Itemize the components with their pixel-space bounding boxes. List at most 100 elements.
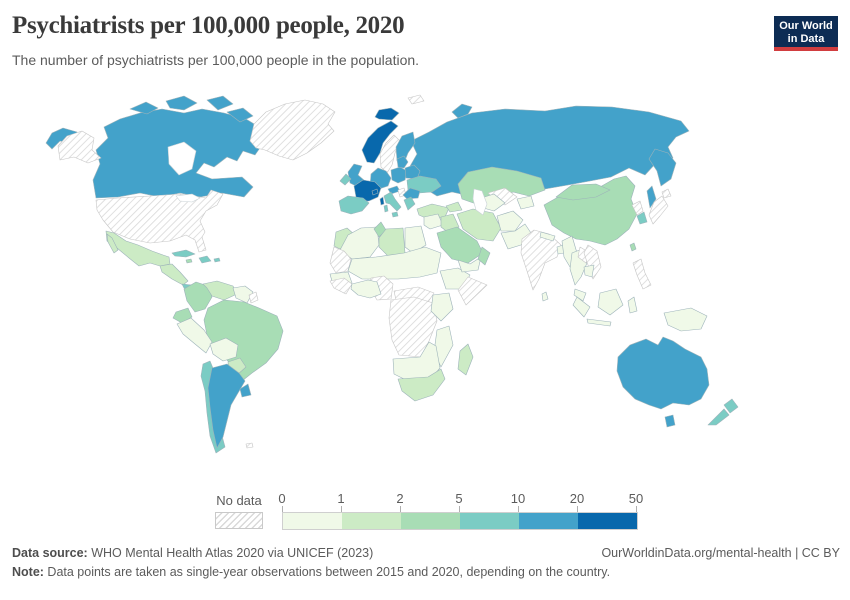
country-azerbaijan[interactable] (445, 201, 463, 213)
legend-tick-label: 0 (278, 491, 286, 506)
country-indonesia-java[interactable] (586, 318, 612, 327)
country-nepal[interactable] (539, 231, 556, 242)
country-venezuela[interactable] (202, 280, 238, 301)
country-philippines[interactable] (632, 258, 652, 290)
owid-logo-line1: Our World (779, 20, 833, 32)
country-south-korea[interactable] (636, 211, 648, 225)
country-falkland-islands[interactable] (245, 442, 254, 449)
legend-bin-5-10[interactable] (460, 513, 519, 529)
country-vietnam[interactable] (583, 244, 602, 280)
country-france-corsica[interactable] (379, 196, 385, 206)
country-malaysia[interactable] (573, 288, 587, 302)
country-peru[interactable] (176, 317, 213, 354)
no-data-swatch[interactable] (215, 512, 263, 529)
country-australia-tasmania[interactable] (664, 414, 676, 428)
country-russia-sakhalin[interactable] (646, 185, 657, 209)
country-new-zealand-north[interactable] (723, 398, 739, 414)
country-canada-island-1[interactable] (129, 101, 159, 115)
country-australia[interactable] (616, 336, 710, 410)
country-indonesia-sumatra[interactable] (572, 296, 591, 318)
country-spain[interactable] (338, 195, 370, 215)
country-french-guiana[interactable] (248, 291, 259, 304)
country-norway[interactable] (361, 120, 399, 164)
country-indonesia-borneo[interactable] (597, 288, 624, 316)
country-japan-hokkaido[interactable] (661, 188, 672, 199)
country-guinea[interactable] (329, 277, 353, 295)
legend-bin-2-5[interactable] (401, 513, 460, 529)
country-syria[interactable] (423, 213, 444, 230)
legend-bin-10-20[interactable] (519, 513, 578, 529)
legend-bin-0-1[interactable] (283, 513, 342, 529)
country-ukraine[interactable] (406, 175, 442, 194)
country-kenya[interactable] (430, 292, 454, 322)
country-canada-island-2[interactable] (165, 95, 198, 111)
country-japan[interactable] (648, 195, 669, 225)
country-uruguay[interactable] (239, 383, 252, 398)
country-russia-kamchatka[interactable] (648, 148, 677, 187)
country-dominican-republic[interactable] (198, 255, 212, 264)
country-ireland[interactable] (339, 173, 352, 186)
legend-bin-1-2[interactable] (342, 513, 401, 529)
great-lakes (175, 193, 201, 203)
country-jamaica[interactable] (185, 258, 193, 264)
country-switzerland[interactable] (371, 188, 379, 196)
country-canada-island-4[interactable] (226, 107, 254, 123)
country-poland[interactable] (390, 166, 408, 184)
country-new-zealand-south[interactable] (707, 408, 730, 426)
country-cambodia[interactable] (583, 264, 595, 278)
country-zambia[interactable] (392, 341, 441, 382)
country-cuba[interactable] (171, 249, 196, 258)
country-kyrgyzstan[interactable] (516, 195, 535, 210)
country-svalbard[interactable] (407, 94, 425, 105)
country-mexico-baja[interactable] (106, 233, 119, 254)
country-italy[interactable] (383, 191, 402, 212)
caspian-sea (472, 188, 488, 216)
country-somalia[interactable] (457, 276, 488, 306)
country-saudi-arabia[interactable] (436, 226, 484, 264)
hudson-bay (167, 141, 197, 176)
country-iceland[interactable] (374, 107, 400, 121)
legend-tick (282, 506, 283, 512)
country-indonesia-sulawesi[interactable] (627, 296, 638, 314)
country-greece[interactable] (403, 196, 416, 211)
country-south-africa[interactable] (397, 368, 446, 402)
country-puerto-rico[interactable] (213, 257, 221, 263)
country-russia-novaya-zemlya[interactable] (451, 103, 473, 119)
country-north-korea[interactable] (631, 200, 644, 216)
country-india[interactable] (520, 229, 562, 291)
country-bolivia[interactable] (209, 337, 239, 362)
note-label: Note: (12, 565, 44, 579)
country-canada-island-3[interactable] (206, 95, 234, 111)
country-italy-sicily[interactable] (391, 211, 399, 218)
legend-tick (400, 506, 401, 512)
country-sri-lanka[interactable] (541, 291, 549, 302)
country-yemen[interactable] (457, 256, 482, 273)
legend-tick-label: 50 (628, 491, 644, 506)
legend-bin-20-50[interactable] (578, 513, 637, 529)
country-western-sahara[interactable] (329, 246, 352, 274)
country-lithuania[interactable] (396, 155, 409, 169)
country-colombia[interactable] (183, 281, 213, 313)
country-taiwan[interactable] (629, 242, 637, 252)
country-guatemala[interactable] (159, 263, 189, 286)
legend-tick-label: 2 (396, 491, 404, 506)
legend-tick-label: 1 (337, 491, 345, 506)
country-new-guinea[interactable] (663, 307, 708, 332)
country-united-states-alaska[interactable] (57, 130, 102, 164)
country-madagascar[interactable] (457, 343, 474, 376)
country-oman[interactable] (477, 246, 491, 266)
legend-tick (341, 506, 342, 512)
note-text: Data points are taken as single-year obs… (43, 565, 611, 579)
country-greenland[interactable] (249, 99, 336, 161)
country-russia[interactable] (408, 105, 690, 197)
owid-logo-line2: in Data (787, 33, 825, 45)
country-mexico[interactable] (105, 230, 171, 267)
country-nigeria[interactable] (350, 279, 382, 299)
country-afghanistan[interactable] (496, 210, 524, 232)
country-italy-sardinia[interactable] (383, 204, 389, 213)
chart-footer: Data source: WHO Mental Health Atlas 202… (12, 545, 840, 579)
country-argentina[interactable] (207, 363, 246, 449)
owid-url-link[interactable]: OurWorldinData.org/mental-health | CC BY (601, 546, 840, 560)
country-romania[interactable] (402, 187, 421, 200)
country-mongolia[interactable] (555, 183, 611, 201)
